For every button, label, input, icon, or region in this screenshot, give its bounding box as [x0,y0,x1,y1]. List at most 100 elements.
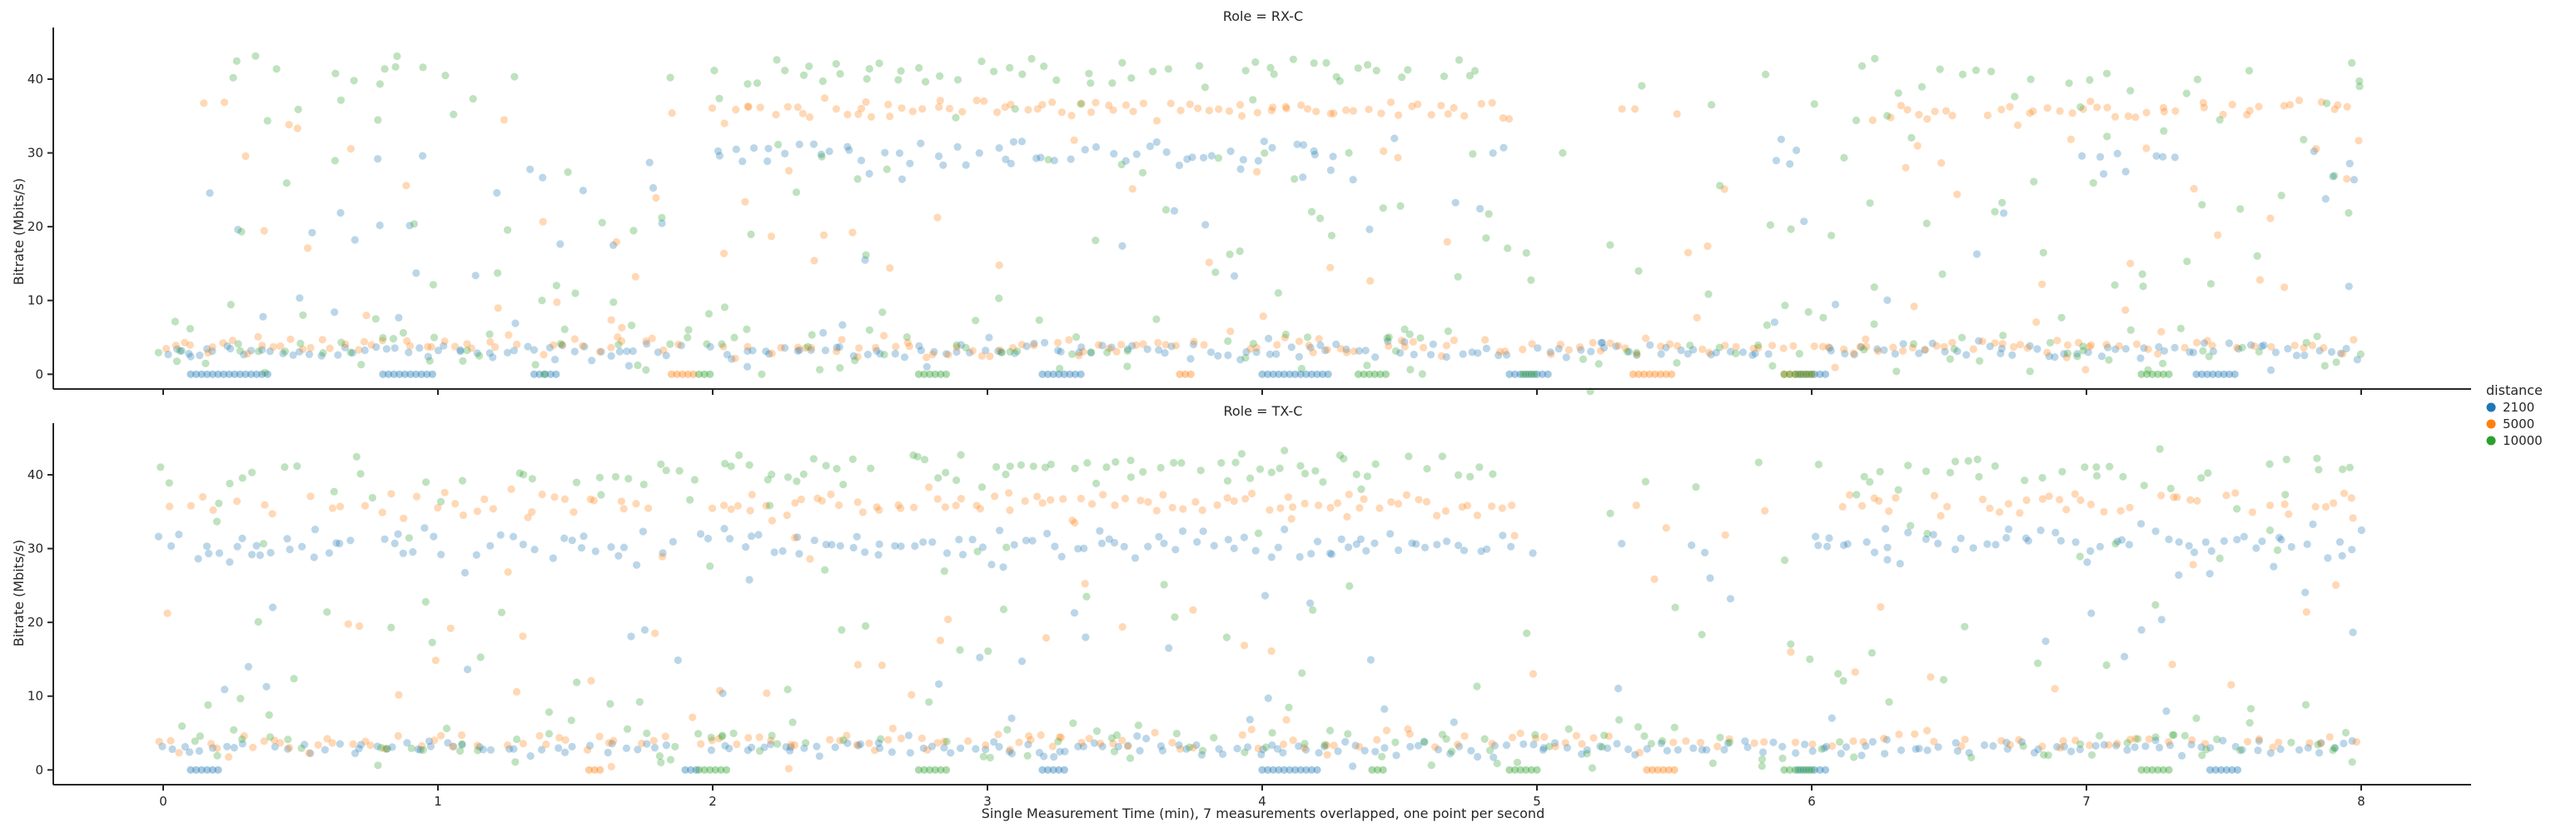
point-5000 [744,102,753,112]
point-5000 [709,504,717,512]
point-2100 [1483,545,1491,553]
point-2100 [669,537,678,546]
point-5000 [1529,670,1538,678]
point-5000 [894,501,903,510]
point-5000 [1698,345,1707,353]
point-5000 [644,504,653,512]
point-2100 [456,346,465,354]
point-2100 [1096,526,1104,536]
point-5000 [1112,347,1121,356]
point-5000 [818,496,826,505]
point-10000 [422,478,430,486]
point-5000 [402,182,410,190]
point-10000 [703,340,711,348]
point-10000 [1237,450,1246,458]
point-5000 [689,713,697,721]
point-10000 [1222,633,1231,641]
point-5000 [1437,352,1445,361]
point-10000 [694,370,704,378]
point-5000 [1978,495,1987,504]
point-5000 [489,505,498,513]
point-2100 [1816,370,1824,378]
point-2100 [1272,350,1281,358]
point-5000 [1441,506,1450,516]
point-5000 [1634,370,1643,378]
point-2100 [1215,745,1223,753]
point-5000 [848,228,857,237]
point-2100 [1044,370,1052,378]
point-2100 [828,541,836,549]
point-2100 [2157,616,2166,624]
point-10000 [387,623,395,632]
point-5000 [1810,342,1818,351]
point-10000 [2026,367,2034,376]
point-5000 [617,497,626,506]
point-5000 [853,741,861,749]
point-2100 [1266,350,1274,358]
point-5000 [619,505,628,513]
point-2100 [296,347,304,356]
point-10000 [1391,347,1400,355]
point-5000 [1330,109,1338,117]
point-2100 [458,741,466,749]
point-2100 [1077,343,1086,352]
point-2100 [2084,348,2092,357]
point-2100 [2230,370,2239,378]
point-10000 [391,62,400,71]
point-2100 [1870,548,1879,556]
point-2100 [1030,339,1038,347]
point-2100 [715,152,724,160]
point-10000 [2119,472,2127,481]
point-5000 [1194,104,1202,112]
point-5000 [1105,344,1113,352]
point-2100 [2275,533,2284,542]
point-5000 [2193,496,2201,505]
point-2100 [1201,221,1210,229]
point-10000 [1493,759,1501,768]
point-5000 [888,724,897,733]
point-2100 [1098,742,1106,751]
point-2100 [1707,351,1715,359]
point-2100 [917,347,925,355]
point-2100 [208,370,216,378]
point-10000 [1319,478,1327,486]
point-2100 [460,568,470,577]
point-2100 [496,531,505,539]
point-5000 [1488,502,1496,511]
point-2100 [2238,746,2246,754]
point-2100 [2111,345,2120,353]
point-10000 [1126,473,1135,481]
point-2100 [1325,549,1335,557]
point-2100 [1810,766,1818,774]
point-2100 [853,532,861,541]
point-5000 [1575,343,1584,352]
point-10000 [729,729,738,738]
point-2100 [891,350,899,358]
point-10000 [1160,581,1168,589]
point-5000 [2352,738,2360,746]
point-5000 [1696,738,1705,747]
point-5000 [1422,497,1431,506]
point-5000 [977,352,986,360]
point-5000 [1021,496,1029,506]
point-10000 [1606,509,1614,518]
point-5000 [2339,350,2347,358]
point-2100 [2315,749,2324,757]
point-5000 [463,340,471,348]
point-10000 [1256,465,1265,473]
point-5000 [2081,366,2090,374]
point-10000 [1344,730,1352,738]
point-10000 [818,77,827,86]
point-2100 [2240,532,2248,541]
point-10000 [1335,451,1345,460]
point-2100 [795,550,803,558]
point-5000 [467,344,475,352]
point-2100 [1007,750,1016,758]
point-2100 [311,526,320,534]
point-2100 [405,348,413,357]
point-5000 [658,552,667,561]
point-10000 [284,736,292,744]
point-5000 [1355,504,1364,512]
point-5000 [933,739,942,747]
